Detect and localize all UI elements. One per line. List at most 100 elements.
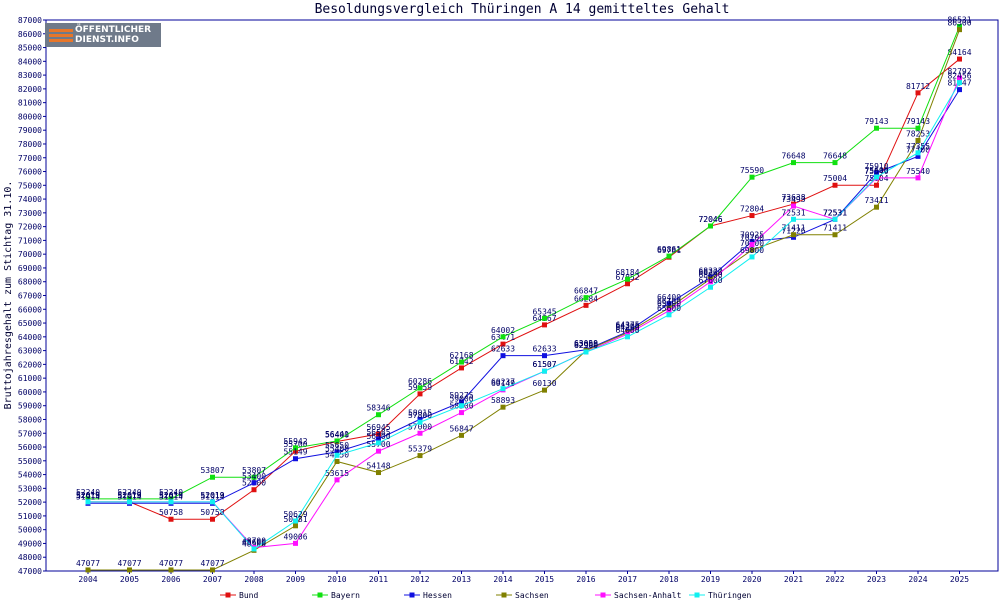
data-label-sachsen: 58893 <box>491 396 515 405</box>
data-label-sachsen: 47077 <box>200 559 224 568</box>
data-label-thüringen: 59000 <box>449 395 473 404</box>
data-label-hessen: 56585 <box>366 428 390 437</box>
data-label-bund: 50758 <box>159 508 183 517</box>
chart-title: Besoldungsvergleich Thüringen A 14 gemit… <box>315 2 730 17</box>
data-point-bund <box>459 365 464 371</box>
data-label-sachsen: 73411 <box>864 196 888 205</box>
data-label-thüringen: 64000 <box>615 326 639 335</box>
y-tick-label: 49000 <box>18 539 42 548</box>
data-point-thüringen <box>791 216 796 222</box>
y-tick-label: 78000 <box>18 140 42 149</box>
data-label-hessen: 71226 <box>781 226 805 235</box>
data-point-bund <box>251 487 257 493</box>
x-tick-label: 2011 <box>369 575 388 584</box>
data-label-bayern: 65345 <box>532 307 556 316</box>
x-tick-label: 2024 <box>908 575 927 584</box>
data-point-sachsen <box>832 232 838 238</box>
data-label-thüringen: 52019 <box>117 491 141 500</box>
data-point-bayern <box>666 253 672 259</box>
x-tick-label: 2016 <box>576 575 595 584</box>
data-label-sachsen: 47077 <box>76 559 100 568</box>
data-point-sachsen-anhalt <box>666 308 672 314</box>
data-point-hessen <box>874 170 879 176</box>
data-label-sachsen-anhalt: 75540 <box>864 167 888 176</box>
data-label-bayern: 62168 <box>449 351 473 360</box>
y-tick-label: 84000 <box>18 57 42 66</box>
legend-label-sachsen: Sachsen <box>515 591 549 600</box>
data-label-thüringen: 69800 <box>740 246 764 255</box>
x-tick-label: 2020 <box>742 575 761 584</box>
data-label-sachsen-anhalt: 75540 <box>906 167 930 176</box>
data-label-thüringen: 60237 <box>491 378 515 387</box>
data-point-hessen <box>376 436 381 442</box>
data-label-hessen: 66400 <box>657 293 681 302</box>
y-axis-label: Bruttojahresgehalt zum Stichtag 31.10. <box>3 181 14 410</box>
x-tick-label: 2021 <box>784 575 803 584</box>
data-point-hessen <box>666 301 672 307</box>
data-point-bayern <box>874 125 879 131</box>
data-label-thüringen: 65600 <box>657 304 681 313</box>
y-tick-label: 51000 <box>18 512 42 521</box>
data-label-sachsen-anhalt: 70700 <box>740 234 764 243</box>
y-tick-label: 74000 <box>18 195 42 204</box>
data-label-bund: 52019 <box>76 491 100 500</box>
data-point-bund <box>625 281 630 287</box>
data-point-bund <box>915 90 921 96</box>
data-point-sachsen-anhalt <box>708 279 713 285</box>
data-label-sachsen: 63000 <box>574 340 598 349</box>
data-label-hessen: 63059 <box>574 339 598 348</box>
legend-label-bund: Bund <box>239 591 258 600</box>
y-tick-label: 68000 <box>18 278 42 287</box>
data-point-thüringen <box>625 334 630 340</box>
data-label-sachsen: 60130 <box>532 379 556 388</box>
y-tick-label: 58000 <box>18 415 42 424</box>
data-label-sachsen-anhalt: 73493 <box>781 195 805 204</box>
legend-marker-bayern <box>317 592 323 598</box>
y-tick-label: 83000 <box>18 71 42 80</box>
y-tick-label: 52000 <box>18 498 42 507</box>
y-tick-label: 65000 <box>18 319 42 328</box>
data-point-bayern <box>500 334 506 340</box>
data-point-thüringen <box>251 546 257 552</box>
data-label-thüringen: 72531 <box>823 208 847 217</box>
data-point-thüringen <box>293 518 298 524</box>
data-label-bayern: 52240 <box>76 488 100 497</box>
data-label-sachsen-anhalt: 52019 <box>76 491 100 500</box>
data-point-bund <box>293 448 298 454</box>
x-tick-label: 2005 <box>120 575 139 584</box>
data-point-thüringen <box>168 499 174 505</box>
data-point-sachsen <box>874 204 879 210</box>
data-label-hessen: 72531 <box>823 208 847 217</box>
data-label-sachsen: 66100 <box>657 297 681 306</box>
data-point-bayern <box>708 223 713 229</box>
data-point-bayern <box>791 160 796 166</box>
data-point-sachsen <box>915 137 921 143</box>
data-point-bund <box>957 56 962 62</box>
data-point-bayern <box>915 125 921 131</box>
data-label-bayern: 56441 <box>325 430 349 439</box>
data-point-hessen <box>334 449 340 455</box>
y-tick-label: 53000 <box>18 484 42 493</box>
data-point-bund <box>500 341 506 347</box>
series-layer: 5201952019507585075852900557005640056945… <box>76 15 972 573</box>
data-point-sachsen-anhalt <box>334 477 340 483</box>
data-label-thüringen: 57800 <box>408 411 432 420</box>
y-tick-label: 62000 <box>18 360 42 369</box>
y-tick-label: 56000 <box>18 443 42 452</box>
legend-label-hessen: Hessen <box>423 591 452 600</box>
x-tick-label: 2018 <box>659 575 678 584</box>
logo-wordmark: ÖFFENTLICHER DIENST.INFO <box>75 25 152 45</box>
data-point-thüringen <box>708 284 713 290</box>
data-label-bayern: 75590 <box>740 166 764 175</box>
data-label-bund: 56400 <box>325 431 349 440</box>
data-label-sachsen: 68200 <box>698 268 722 277</box>
data-label-thüringen: 61507 <box>532 360 556 369</box>
data-point-sachsen <box>168 567 174 573</box>
data-label-bayern: 64002 <box>491 326 515 335</box>
data-label-thüringen: 82456 <box>947 72 971 81</box>
data-label-thüringen: 50629 <box>283 510 307 519</box>
data-point-bund <box>168 516 174 522</box>
x-tick-label: 2013 <box>452 575 471 584</box>
data-point-bund <box>749 213 755 219</box>
data-label-sachsen-anhalt: 82792 <box>947 67 971 76</box>
